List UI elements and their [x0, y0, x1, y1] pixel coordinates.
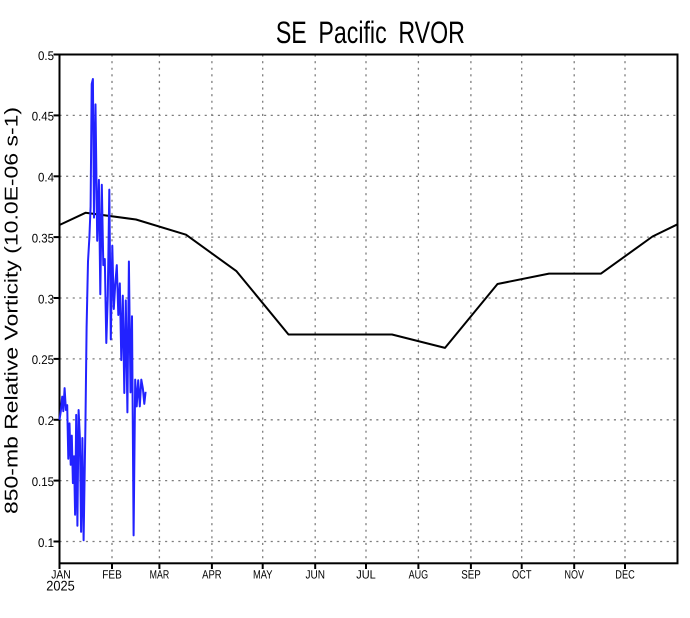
- svg-text:0.45: 0.45: [32, 110, 54, 124]
- svg-text:0.35: 0.35: [32, 231, 54, 245]
- svg-text:SE Pacific RVOR: SE Pacific RVOR: [276, 15, 465, 50]
- svg-text:NOV: NOV: [565, 568, 585, 582]
- svg-text:AUG: AUG: [409, 568, 429, 582]
- svg-text:OCT: OCT: [512, 568, 532, 582]
- svg-text:DEC: DEC: [615, 568, 635, 582]
- svg-text:0.2: 0.2: [38, 414, 54, 428]
- svg-text:0.4: 0.4: [38, 171, 54, 185]
- svg-text:MAY: MAY: [253, 568, 273, 582]
- svg-text:JUN: JUN: [305, 568, 325, 582]
- svg-text:0.25: 0.25: [32, 353, 54, 367]
- svg-text:0.3: 0.3: [38, 292, 54, 306]
- svg-text:850-mb Relative Vorticity (10.: 850-mb Relative Vorticity (10.0E-06 s-1): [1, 107, 22, 514]
- svg-text:0.1: 0.1: [38, 536, 54, 550]
- svg-text:JAN: JAN: [51, 568, 71, 582]
- svg-text:MAR: MAR: [150, 568, 170, 582]
- svg-text:JUL: JUL: [356, 568, 376, 582]
- svg-text:0.15: 0.15: [32, 475, 54, 489]
- svg-text:2025: 2025: [46, 578, 75, 594]
- svg-text:APR: APR: [202, 568, 222, 582]
- svg-text:0.5: 0.5: [38, 49, 54, 63]
- svg-text:SEP: SEP: [461, 568, 481, 582]
- svg-text:FEB: FEB: [102, 568, 122, 582]
